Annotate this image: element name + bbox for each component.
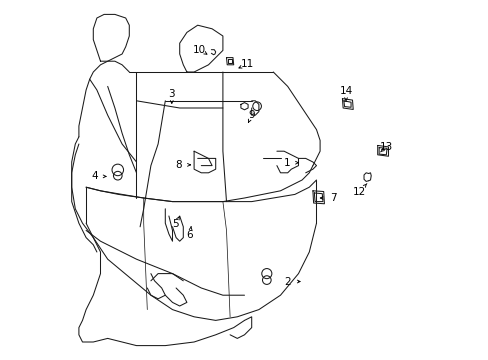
Text: 4: 4 — [91, 171, 98, 181]
Text: 10: 10 — [193, 45, 205, 55]
Text: 5: 5 — [172, 219, 178, 229]
Text: 13: 13 — [379, 142, 392, 152]
Text: 8: 8 — [175, 160, 182, 170]
Text: 7: 7 — [330, 193, 336, 203]
Text: 6: 6 — [186, 230, 193, 240]
Text: 2: 2 — [284, 276, 290, 287]
Text: 9: 9 — [248, 110, 254, 120]
Text: 11: 11 — [240, 59, 253, 69]
Text: 3: 3 — [168, 89, 175, 99]
Text: 14: 14 — [339, 86, 352, 96]
Text: 1: 1 — [283, 158, 290, 168]
Text: 12: 12 — [352, 186, 366, 197]
